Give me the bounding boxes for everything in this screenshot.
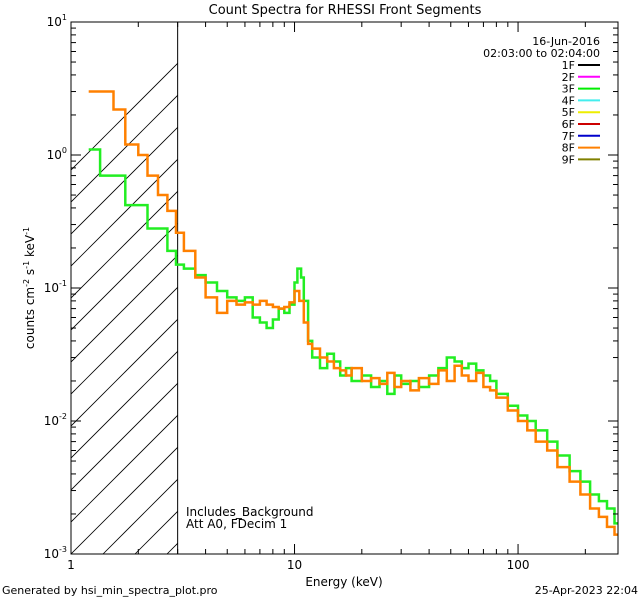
x-tick-label: 100 bbox=[507, 558, 530, 572]
legend-label-1F: 1F bbox=[562, 59, 575, 72]
hatch-line bbox=[295, 22, 640, 554]
legend-label-6F: 6F bbox=[562, 118, 575, 131]
legend-time-range: 02:03:00 to 02:04:00 bbox=[483, 47, 600, 60]
chart-title: Count Spectra for RHESSI Front Segments bbox=[209, 3, 482, 18]
hatch-line bbox=[71, 254, 178, 363]
legend-label-9F: 9F bbox=[562, 153, 575, 166]
hatch-line bbox=[615, 22, 640, 554]
y-axis-label: counts cm-2 s-1 keV-1 bbox=[22, 227, 37, 349]
hatch-line bbox=[71, 286, 178, 395]
hatch-line bbox=[71, 94, 178, 203]
hatch-line bbox=[71, 446, 178, 554]
plot-frame bbox=[70, 21, 619, 555]
hatch-line bbox=[231, 22, 640, 554]
hatch-line bbox=[423, 22, 640, 554]
annotation-attenuator: Att A0, FDecim 1 bbox=[186, 517, 287, 531]
hatch-line bbox=[71, 222, 178, 331]
hatch-line bbox=[102, 478, 178, 554]
excluded-region-hatch bbox=[71, 22, 640, 554]
legend-label-5F: 5F bbox=[562, 106, 575, 119]
hatch-line bbox=[71, 62, 178, 171]
footer-timestamp: 25-Apr-2023 22:04 bbox=[534, 584, 638, 597]
hatch-line bbox=[71, 126, 178, 235]
legend-date: 16-Jun-2016 bbox=[532, 35, 600, 48]
y-tick-label: 101 bbox=[47, 13, 67, 29]
legend-label-7F: 7F bbox=[562, 130, 575, 143]
hatch-line bbox=[359, 22, 640, 554]
legend-label-4F: 4F bbox=[562, 94, 575, 107]
y-tick-label: 10-1 bbox=[44, 279, 67, 295]
y-tick-label: 100 bbox=[47, 146, 67, 162]
hatch-line bbox=[263, 22, 640, 554]
footer-generated-by: Generated by hsi_min_spectra_plot.pro bbox=[2, 584, 218, 597]
y-tick-label: 10-3 bbox=[44, 545, 67, 561]
hatch-line bbox=[71, 414, 178, 523]
series-8F-line bbox=[88, 90, 618, 536]
x-axis-label: Energy (keV) bbox=[305, 575, 382, 589]
x-tick-label: 1 bbox=[67, 558, 75, 572]
legend-label-2F: 2F bbox=[562, 71, 575, 84]
hatch-line bbox=[71, 382, 178, 491]
hatch-line bbox=[327, 22, 640, 554]
y-tick-label: 10-2 bbox=[44, 412, 67, 428]
x-tick-label: 10 bbox=[287, 558, 302, 572]
annotation-background: Includes_Background bbox=[186, 505, 314, 519]
legend-label-3F: 3F bbox=[562, 83, 575, 96]
hatch-line bbox=[391, 22, 640, 554]
legend-label-8F: 8F bbox=[562, 142, 575, 155]
